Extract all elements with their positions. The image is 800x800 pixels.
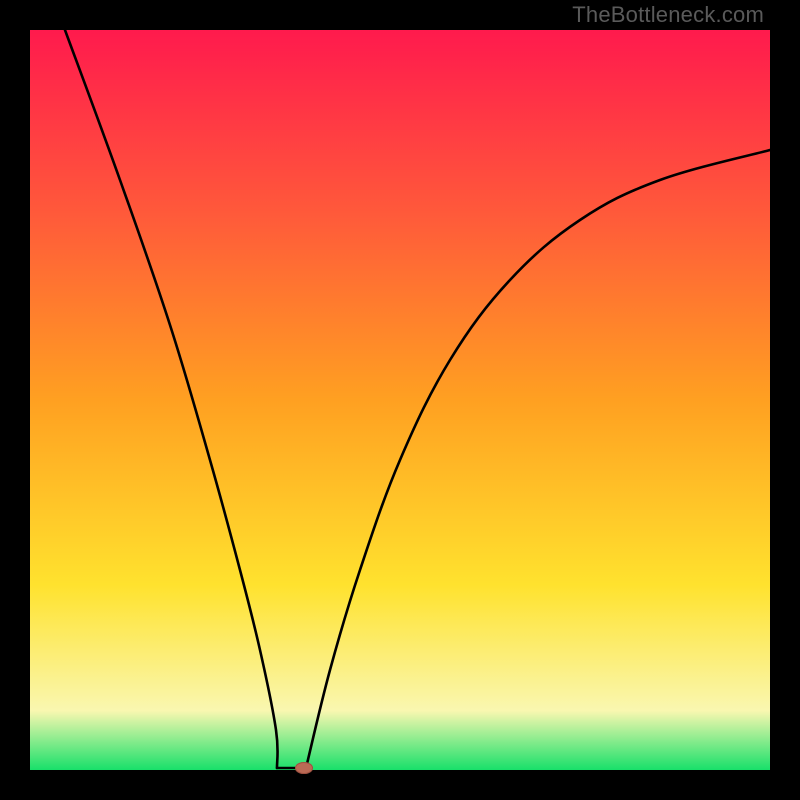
watermark-text: TheBottleneck.com: [572, 2, 764, 28]
chart-frame: TheBottleneck.com: [0, 0, 800, 800]
curve-left-branch: [65, 30, 278, 768]
curve-right-branch: [306, 150, 770, 768]
curve-layer: [0, 0, 800, 800]
minimum-marker: [295, 762, 313, 774]
